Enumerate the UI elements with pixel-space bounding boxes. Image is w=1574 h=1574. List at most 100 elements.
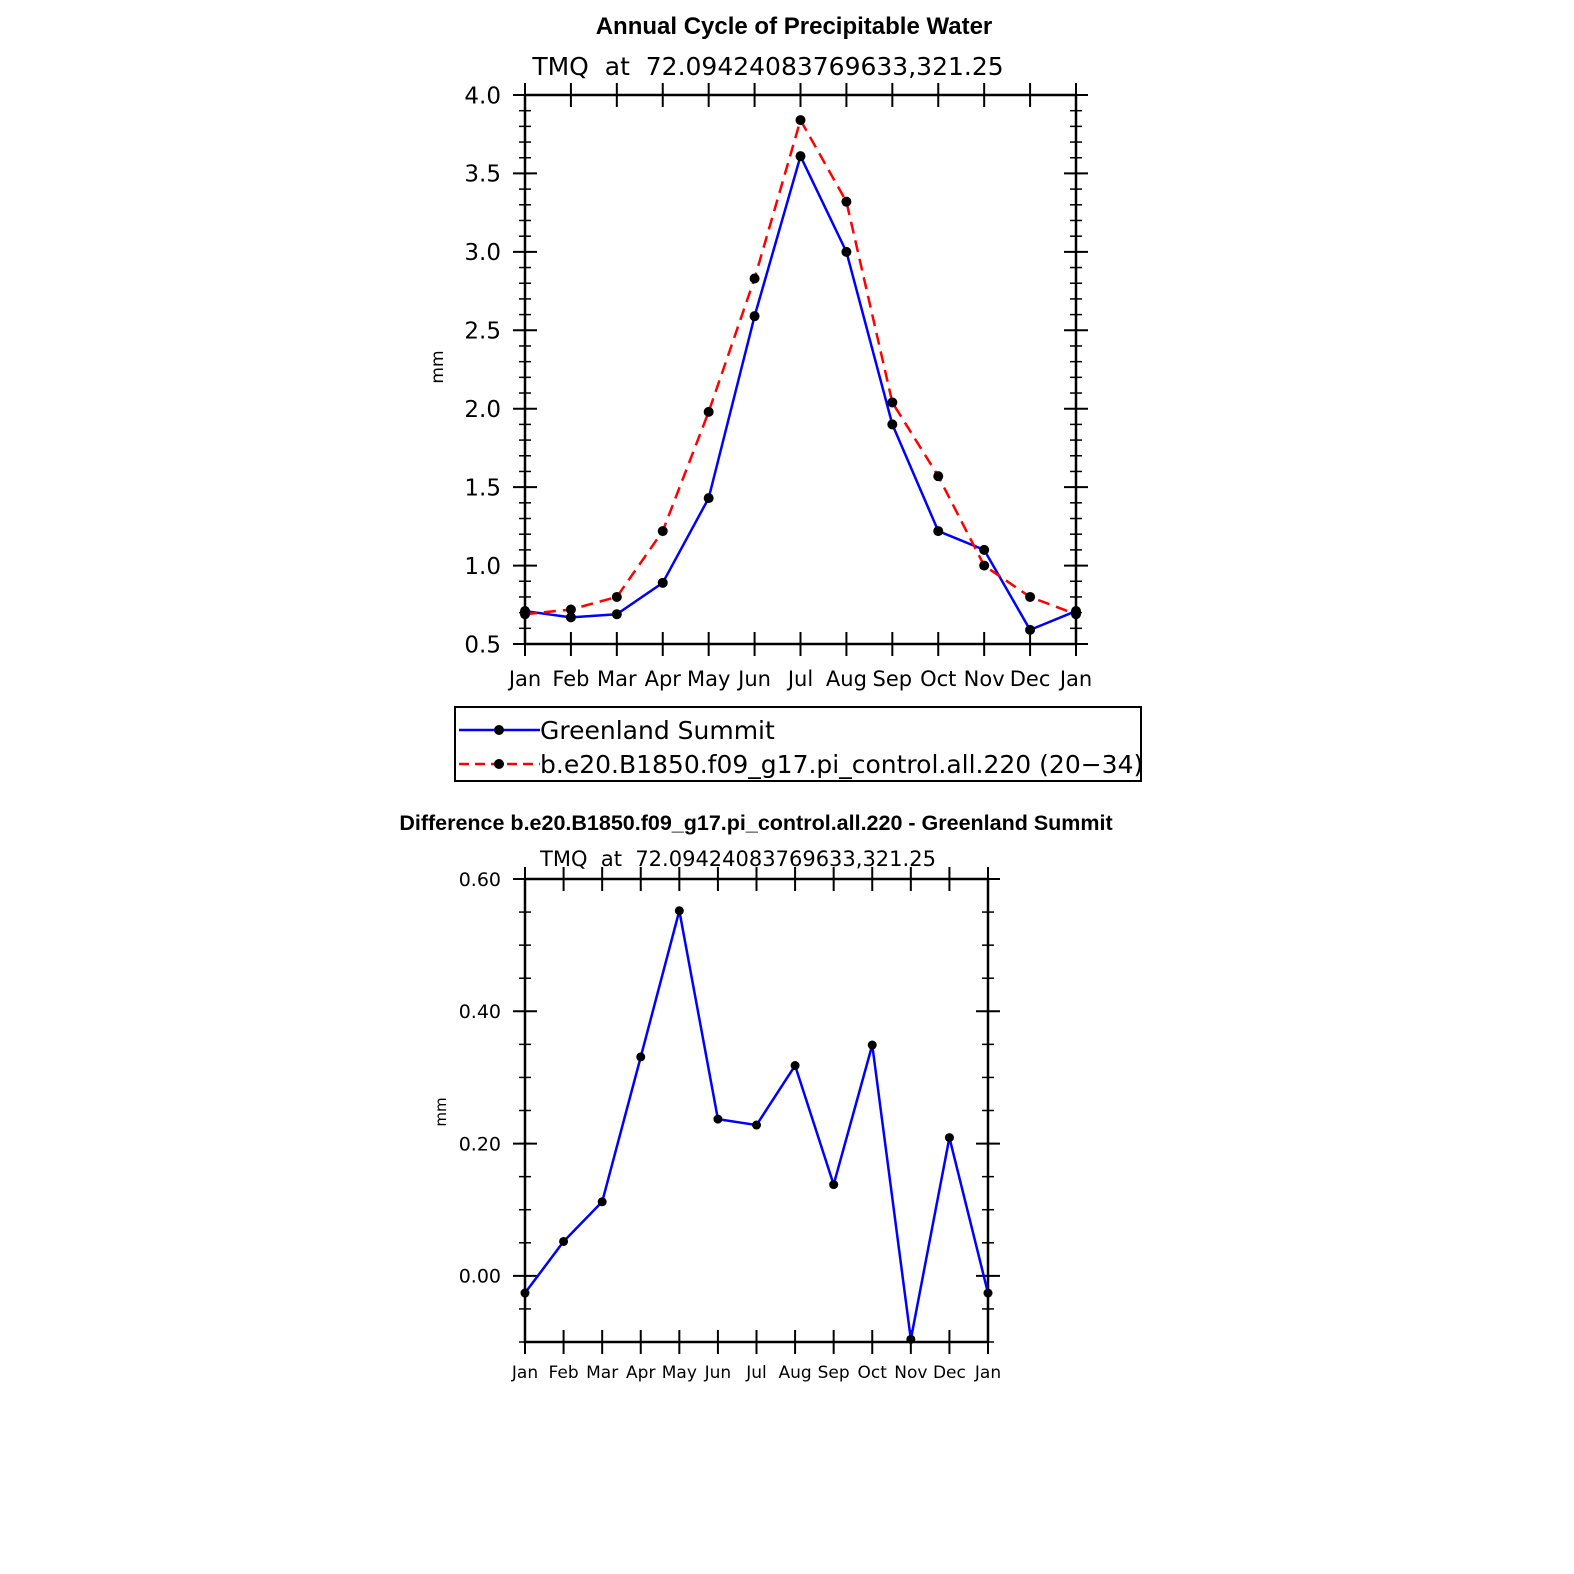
chart1-plot-frame bbox=[523, 93, 1078, 646]
x-tick-label: Oct bbox=[920, 667, 956, 691]
series-0-point bbox=[520, 1288, 530, 1298]
x-tick-label: Sep bbox=[873, 667, 913, 691]
series-0-point bbox=[636, 1052, 646, 1062]
series-1-point bbox=[749, 273, 760, 284]
x-tick-label: Nov bbox=[894, 1363, 927, 1383]
series-1-point bbox=[703, 406, 714, 417]
x-tick-label: Jan bbox=[511, 1363, 538, 1383]
legend-marker-greenland bbox=[494, 725, 504, 735]
y-tick-label: 1.0 bbox=[464, 554, 501, 580]
x-tick-label: Dec bbox=[1010, 667, 1051, 691]
x-tick-label: Apr bbox=[626, 1363, 655, 1383]
series-0-point bbox=[565, 612, 576, 623]
series-1-point bbox=[933, 471, 944, 482]
series-1-point bbox=[841, 196, 852, 207]
x-tick-label: Jun bbox=[704, 1363, 732, 1383]
series-line-1 bbox=[524, 118, 1077, 616]
chart2-axes bbox=[523, 877, 990, 1344]
x-tick-label: Feb bbox=[552, 667, 589, 691]
chart1-y-ticks: 0.5 1.0 1.5 2.0 2.5 3.0 3.5 4.0 bbox=[464, 83, 1088, 658]
series-1-point bbox=[611, 591, 622, 602]
series-0-point bbox=[749, 311, 760, 322]
series-0-point bbox=[703, 493, 714, 504]
series-0-point bbox=[829, 1180, 839, 1190]
series-0-point bbox=[867, 1040, 877, 1050]
y-tick-label: 3.5 bbox=[464, 162, 501, 188]
x-tick-label: Jul bbox=[786, 667, 813, 691]
series-1-point bbox=[565, 604, 576, 615]
x-tick-label: Aug bbox=[826, 667, 867, 691]
series-line-0 bbox=[524, 154, 1077, 632]
y-tick-label: 2.5 bbox=[464, 319, 501, 345]
chart2-y-ticks: 0.00 0.20 0.40 0.60 bbox=[459, 869, 1000, 1343]
x-tick-label: Jan bbox=[1058, 667, 1092, 691]
y-tick-label: 1.5 bbox=[464, 475, 501, 501]
x-tick-label: Nov bbox=[964, 667, 1005, 691]
chart2-x-ticks: Jan Feb Mar Apr May Jun Jul Aug Sep Oct Nov Dec Jan bbox=[511, 867, 1001, 1383]
series-1-point bbox=[795, 115, 806, 126]
chart2-subtitle: TMQ at 72.09424083769633,321.25 bbox=[539, 847, 936, 871]
chart1-legend: Greenland Summit b.e20.B1850.f09_g17.pi_… bbox=[454, 706, 1143, 782]
series-0-point bbox=[559, 1236, 569, 1246]
chart1-title: Annual Cycle of Precipitable Water bbox=[596, 13, 993, 40]
chart2-ylabel: mm bbox=[432, 1097, 450, 1126]
x-tick-label: Feb bbox=[549, 1363, 579, 1383]
legend-box bbox=[454, 706, 1142, 782]
chart1-x-ticks: Jan Feb Mar Apr May Jun Jul Aug Sep Oct Nov Dec Jan bbox=[507, 83, 1092, 691]
x-tick-label: Oct bbox=[858, 1363, 888, 1383]
series-0-point bbox=[790, 1061, 800, 1071]
x-tick-label: Dec bbox=[933, 1363, 966, 1383]
x-tick-label: Sep bbox=[818, 1363, 850, 1383]
difference-chart: Difference b.e20.B1850.f09_g17.pi_contro… bbox=[399, 811, 1112, 1383]
series-0-point bbox=[944, 1133, 954, 1143]
chart1-subtitle: TMQ at 72.09424083769633,321.25 bbox=[531, 52, 1003, 81]
legend-marker-model bbox=[494, 759, 504, 769]
x-tick-label: Jul bbox=[745, 1363, 767, 1383]
y-tick-label: 3.0 bbox=[464, 240, 501, 266]
series-1-point bbox=[887, 397, 898, 408]
chart2-plot-frame bbox=[523, 877, 990, 1344]
series-0-point bbox=[979, 544, 990, 555]
series-0-point bbox=[657, 577, 668, 588]
chart1-series bbox=[520, 115, 1081, 635]
series-1-point bbox=[1071, 609, 1081, 620]
y-tick-label: 0.60 bbox=[459, 869, 501, 891]
x-tick-label: Jan bbox=[974, 1363, 1001, 1383]
y-tick-label: 0.20 bbox=[459, 1133, 501, 1155]
annual-cycle-chart: Annual Cycle of Precipitable Water TMQ a… bbox=[428, 13, 1143, 782]
series-0-point bbox=[611, 609, 622, 620]
x-tick-label: May bbox=[662, 1363, 697, 1383]
series-1-point bbox=[520, 609, 530, 620]
series-0-point bbox=[752, 1120, 761, 1130]
x-tick-label: Mar bbox=[597, 667, 637, 691]
x-tick-label: Apr bbox=[645, 667, 682, 691]
y-tick-label: 0.00 bbox=[459, 1266, 501, 1288]
y-tick-label: 4.0 bbox=[464, 83, 501, 109]
y-tick-label: 0.5 bbox=[464, 632, 501, 658]
series-0-point bbox=[983, 1288, 993, 1298]
x-tick-label: Jun bbox=[736, 667, 771, 691]
chart2-series bbox=[520, 906, 993, 1344]
legend-label-model: b.e20.B1850.f09_g17.pi_control.all.220 (… bbox=[540, 750, 1143, 779]
series-0-point bbox=[906, 1334, 916, 1344]
x-tick-label: May bbox=[687, 667, 730, 691]
x-tick-label: Jan bbox=[507, 667, 541, 691]
x-tick-label: Aug bbox=[778, 1363, 811, 1383]
y-tick-label: 0.40 bbox=[459, 1001, 501, 1023]
legend-label-greenland: Greenland Summit bbox=[540, 716, 775, 745]
series-0-point bbox=[713, 1114, 723, 1124]
chart1-axes bbox=[523, 93, 1078, 646]
series-0-point bbox=[933, 526, 944, 537]
y-tick-label: 2.0 bbox=[464, 397, 501, 423]
series-0-point bbox=[597, 1197, 607, 1207]
series-1-point bbox=[979, 560, 990, 571]
series-0-point bbox=[887, 419, 898, 430]
series-1-point bbox=[1025, 591, 1036, 602]
chart2-title: Difference b.e20.B1850.f09_g17.pi_contro… bbox=[399, 811, 1112, 835]
x-tick-label: Mar bbox=[586, 1363, 618, 1383]
series-0-point bbox=[674, 906, 684, 916]
series-0-point bbox=[1025, 624, 1036, 635]
series-0-point bbox=[795, 151, 806, 162]
chart1-ylabel: mm bbox=[428, 350, 448, 383]
